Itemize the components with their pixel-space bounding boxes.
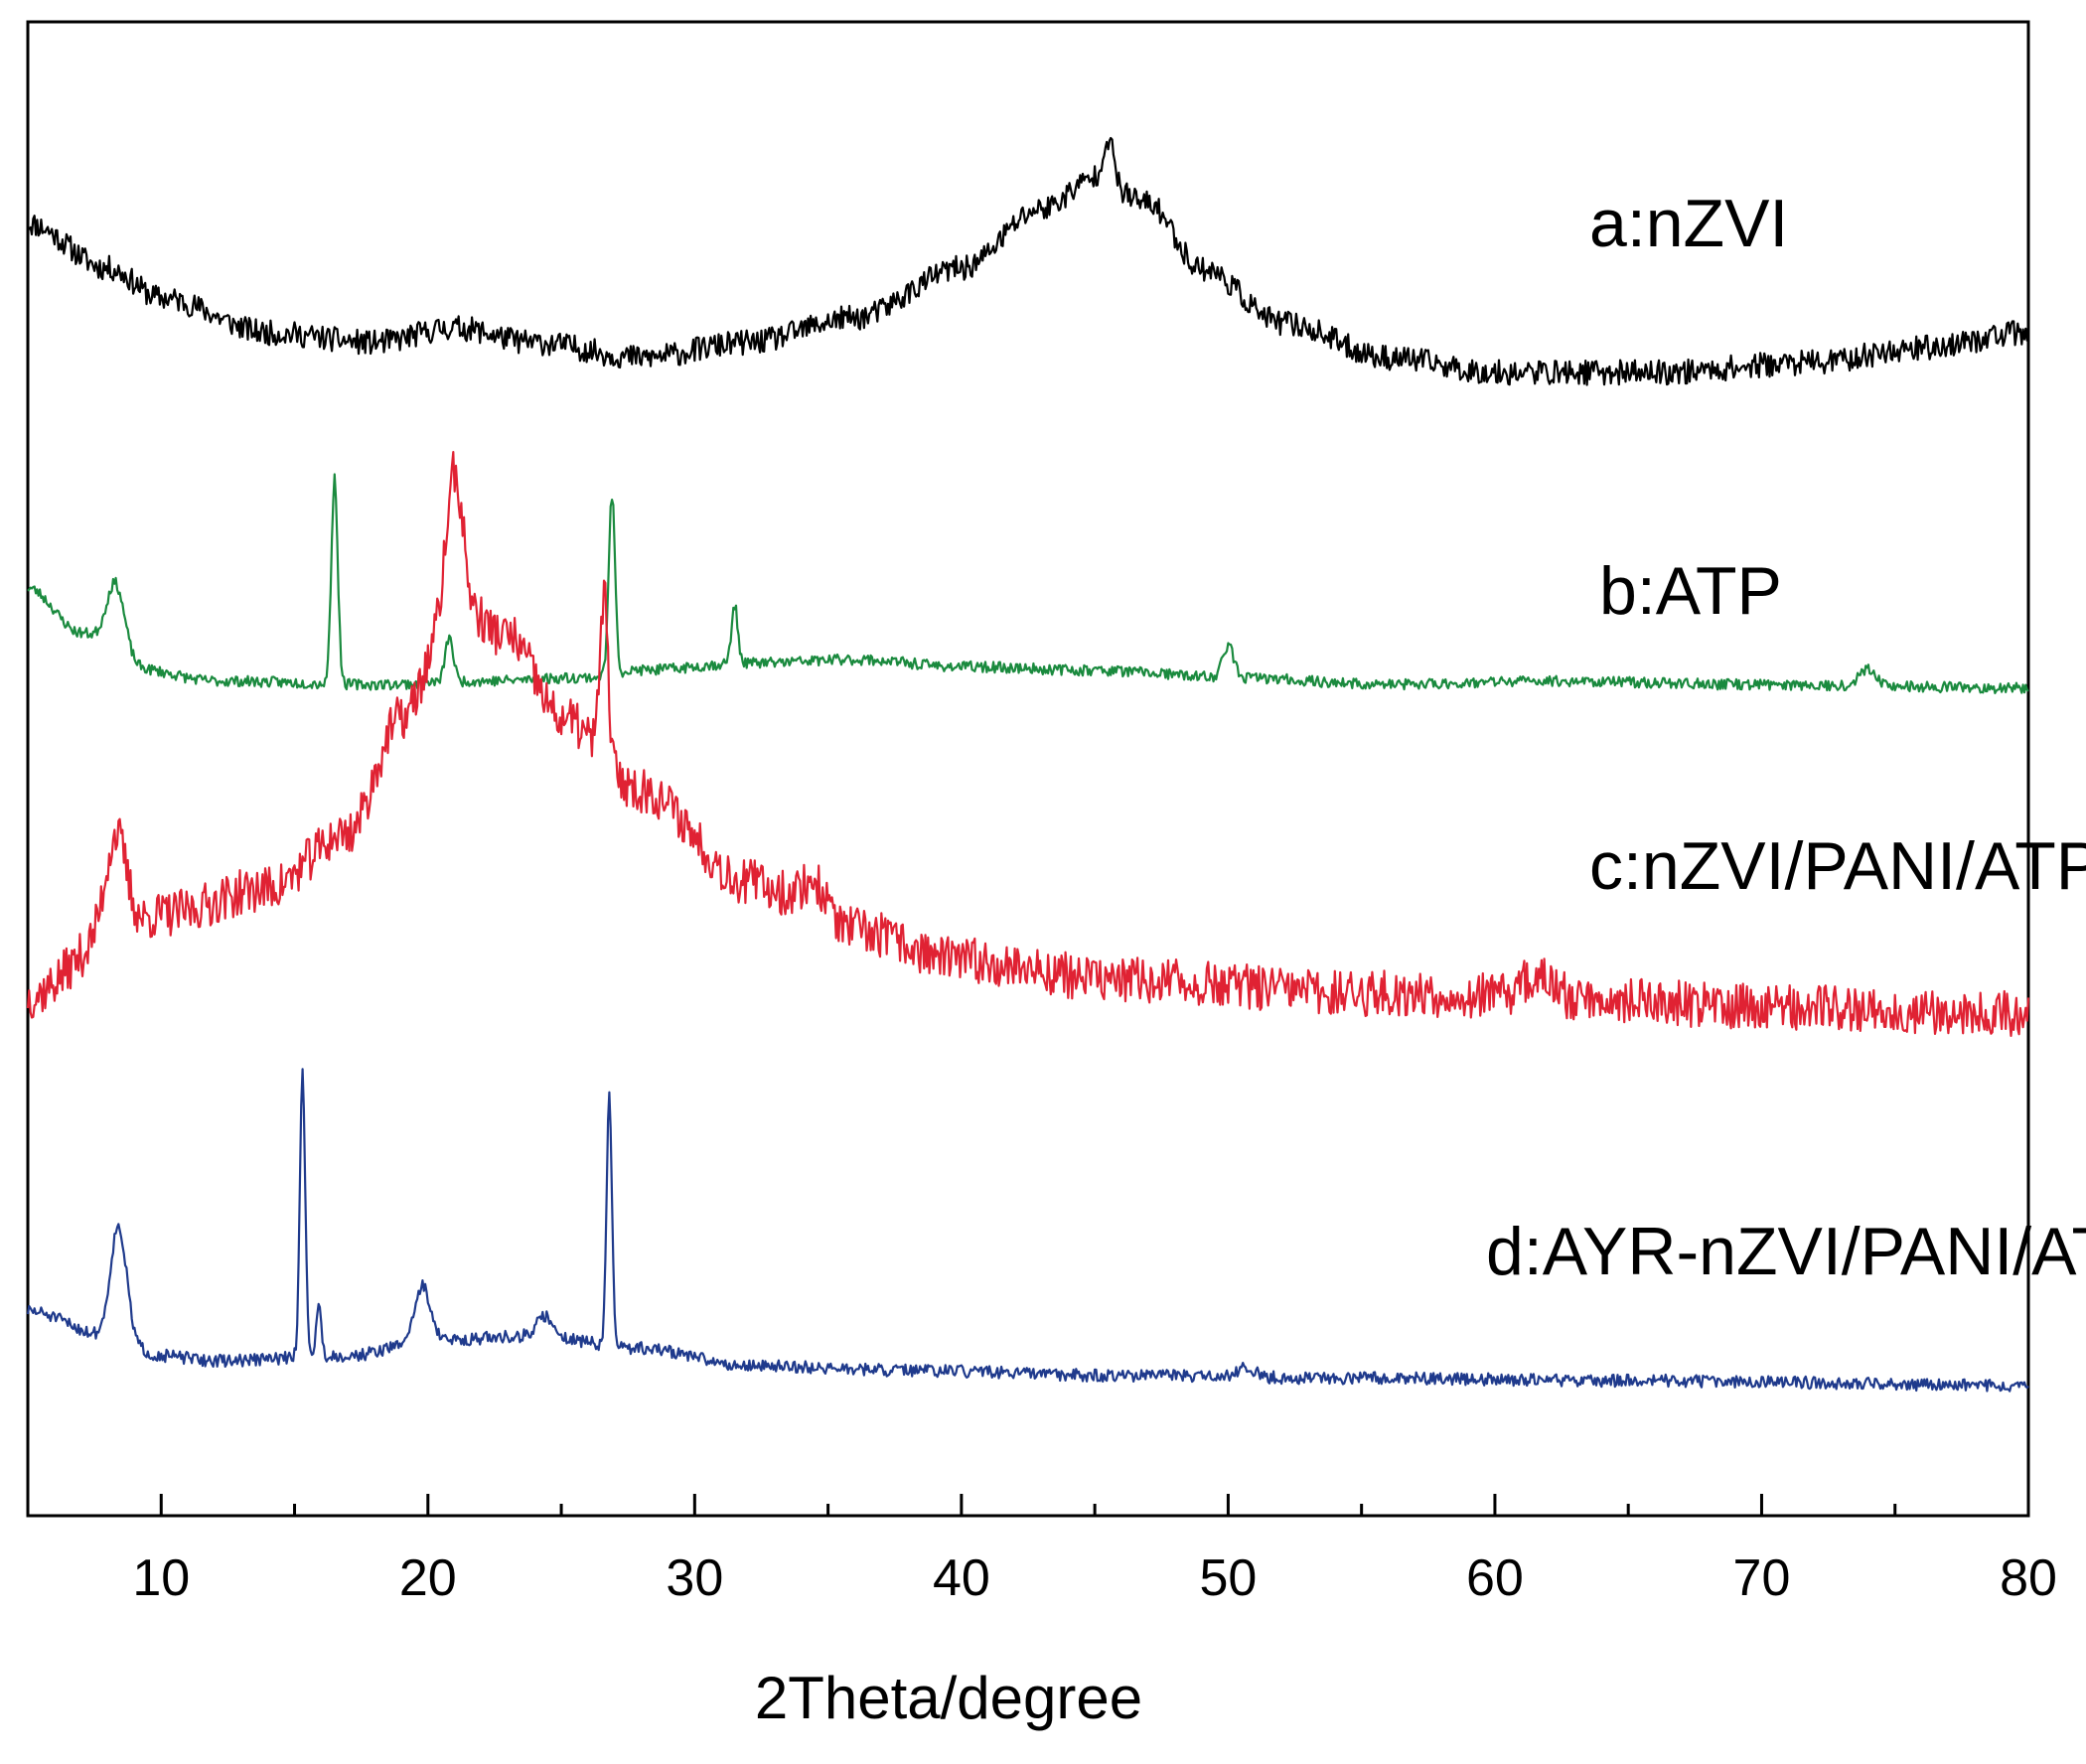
plot-frame (26, 20, 2030, 1518)
series-label-1: a:nZVI (1589, 186, 1788, 261)
series-labels: a:nZVI b:ATP c:nZVI/PANI/ATP d:AYR-nZVI/PAN… (1486, 186, 2086, 1289)
traces (26, 136, 2030, 1393)
x-tick-label: 70 (1733, 1549, 1791, 1607)
series-line-4 (26, 1068, 2029, 1393)
series-label-2: b:ATP (1599, 553, 1782, 629)
x-tick-label: 20 (399, 1549, 457, 1607)
x-tick-label: 50 (1199, 1549, 1257, 1607)
x-axis-title: 2Theta/degree (755, 1665, 1142, 1731)
x-tick-label: 60 (1466, 1549, 1524, 1607)
series-line-2 (27, 473, 2029, 694)
x-axis-ticks: 10 20 30 40 50 60 70 80 (132, 1494, 2057, 1607)
x-tick-label: 10 (132, 1549, 190, 1607)
x-tick-label: 80 (2000, 1549, 2057, 1607)
series-line-3 (26, 451, 2030, 1037)
series-line-1 (27, 136, 2029, 386)
series-label-4: d:AYR-nZVI/PANI/ATP (1486, 1214, 2086, 1289)
x-tick-label: 30 (666, 1549, 723, 1607)
series-label-3: c:nZVI/PANI/ATP (1589, 828, 2086, 904)
x-tick-label: 40 (933, 1549, 990, 1607)
